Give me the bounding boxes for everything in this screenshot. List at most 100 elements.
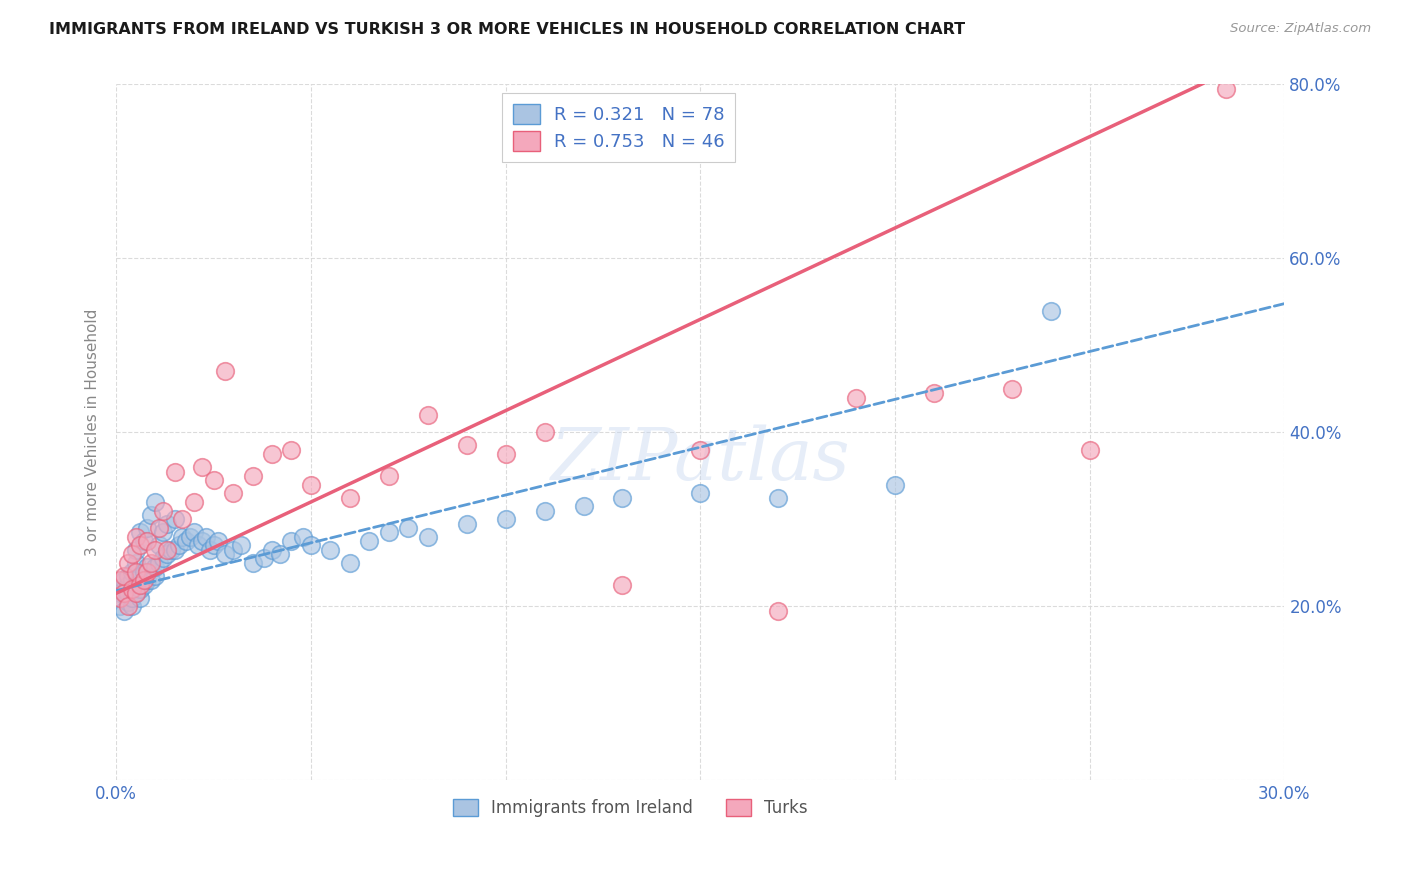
Point (148, 521, 170, 535)
Point (163, 542, 186, 557)
Point (156, 547, 179, 561)
Point (143, 569, 166, 583)
Point (112, 573, 135, 587)
Point (922, 386, 945, 401)
Point (269, 547, 291, 561)
Point (222, 542, 245, 557)
Point (156, 516, 179, 531)
Point (456, 438, 478, 452)
Point (125, 530, 148, 544)
Point (152, 525, 174, 540)
Point (1215, 82, 1237, 96)
Point (128, 582, 150, 596)
Point (884, 477, 907, 491)
Point (125, 565, 148, 579)
Point (172, 530, 194, 544)
Point (191, 460, 214, 475)
Point (260, 542, 283, 557)
Point (128, 538, 150, 552)
Point (214, 547, 236, 561)
Point (141, 556, 163, 570)
Point (339, 491, 361, 505)
Point (132, 577, 155, 591)
Point (179, 530, 201, 544)
Point (132, 565, 155, 579)
Point (456, 516, 478, 531)
Point (1078, 442, 1101, 457)
Point (495, 447, 517, 461)
Point (187, 538, 209, 552)
Point (108, 573, 131, 587)
Point (143, 542, 166, 557)
Point (117, 556, 139, 570)
Point (260, 447, 283, 461)
Point (416, 408, 439, 422)
Point (689, 442, 711, 457)
Point (163, 465, 186, 479)
Point (152, 551, 174, 566)
Point (1039, 303, 1062, 318)
Point (222, 486, 245, 500)
Point (117, 569, 139, 583)
Point (128, 591, 150, 605)
Point (292, 530, 315, 544)
Point (416, 530, 439, 544)
Point (128, 569, 150, 583)
Point (167, 538, 190, 552)
Point (117, 586, 139, 600)
Point (117, 595, 139, 609)
Point (112, 569, 135, 583)
Point (176, 534, 198, 549)
Point (143, 495, 166, 509)
Point (136, 565, 159, 579)
Point (229, 538, 252, 552)
Point (845, 391, 868, 405)
Point (612, 491, 634, 505)
Point (121, 591, 143, 605)
Point (121, 573, 143, 587)
Point (125, 586, 148, 600)
Point (121, 582, 143, 596)
Point (572, 500, 595, 514)
Point (495, 512, 517, 526)
Point (125, 586, 148, 600)
Point (202, 538, 225, 552)
Point (121, 547, 143, 561)
Point (112, 604, 135, 618)
Point (108, 591, 131, 605)
Point (152, 503, 174, 517)
Point (121, 582, 143, 596)
Point (319, 542, 342, 557)
Point (299, 477, 322, 491)
Point (299, 538, 322, 552)
Point (183, 495, 205, 509)
Point (159, 542, 181, 557)
Point (163, 512, 186, 526)
Point (132, 534, 155, 549)
Point (533, 503, 555, 517)
Y-axis label: 3 or more Vehicles in Household: 3 or more Vehicles in Household (86, 309, 100, 556)
Point (612, 577, 634, 591)
Point (172, 512, 194, 526)
Point (117, 577, 139, 591)
Point (156, 542, 179, 557)
Point (768, 491, 790, 505)
Legend: Immigrants from Ireland, Turks: Immigrants from Ireland, Turks (446, 793, 814, 824)
Point (121, 599, 143, 614)
Point (128, 577, 150, 591)
Point (280, 442, 302, 457)
Point (148, 556, 170, 570)
Point (202, 473, 225, 487)
Point (121, 565, 143, 579)
Point (242, 468, 264, 483)
Point (148, 538, 170, 552)
Point (194, 530, 217, 544)
Point (128, 525, 150, 540)
Point (378, 525, 401, 540)
Point (141, 573, 163, 587)
Point (117, 599, 139, 614)
Point (359, 534, 381, 549)
Point (339, 556, 361, 570)
Point (280, 534, 302, 549)
Point (108, 599, 131, 614)
